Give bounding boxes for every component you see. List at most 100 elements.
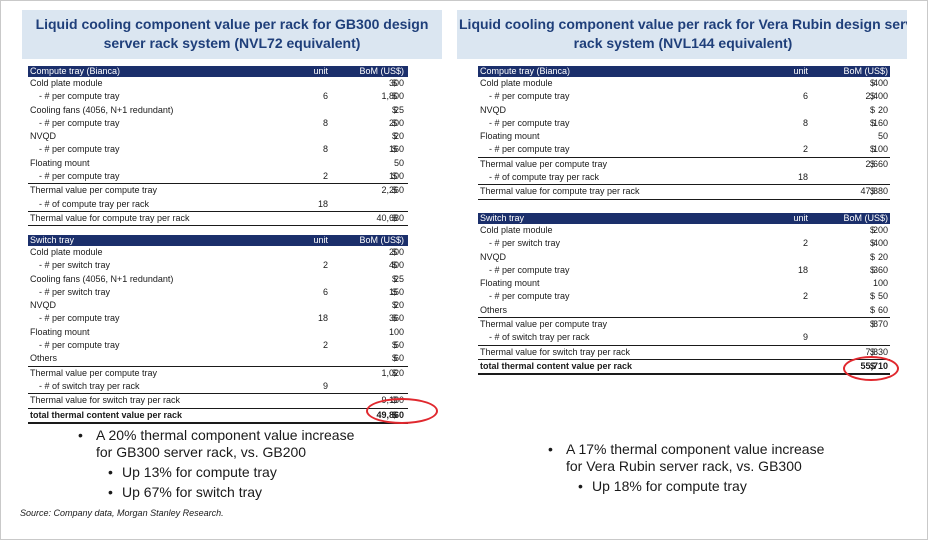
right-compute-table: Compute tray (Bianca) unit BoM (US$) Cold p… (478, 66, 890, 200)
row-unit: 9 (802, 332, 808, 343)
row-unit: 2 (802, 144, 808, 155)
table-row: Thermal value per compute tray $870 (478, 317, 890, 331)
row-bom: 100 (872, 144, 888, 155)
header-unit: unit (313, 66, 328, 76)
row-unit: 8 (802, 117, 808, 128)
table-row: Cooling fans (4056, N+1 redundant) $25 (28, 273, 408, 286)
row-label: - # per compute tray (39, 171, 120, 182)
row-bom: 360 (872, 264, 888, 275)
row-bom: 200 (388, 247, 404, 257)
row-bom: 2,260 (381, 185, 404, 196)
row-dollar: $ (870, 144, 876, 155)
bullet-dot: • (548, 441, 553, 457)
row-unit: 8 (322, 117, 328, 128)
row-label: - # of switch tray per rack (39, 380, 140, 391)
row-label: Thermal value per compute tray (30, 185, 158, 196)
row-bom: 100 (872, 278, 888, 289)
row-dollar: $ (870, 91, 876, 102)
table-row: Thermal value for switch tray per rack $7… (478, 344, 890, 359)
left-highlight-circle (366, 398, 438, 424)
bullet-text: Up 13% for compute tray (122, 464, 277, 480)
table-row: - # per compute tray 2 $50 (478, 290, 890, 303)
left-switch-table: Switch tray unit BoM (US$) Cold plate modul… (28, 235, 408, 424)
row-dollar: $ (870, 346, 876, 357)
header-unit: unit (793, 213, 808, 223)
row-unit: 6 (322, 286, 328, 297)
table-row: Thermal value for compute tray per rack $… (478, 184, 890, 200)
row-label: total thermal content value per rack (480, 360, 633, 371)
row-bom: 400 (872, 238, 888, 249)
row-label: Others (30, 353, 58, 364)
row-unit: 18 (317, 198, 328, 209)
table-row: - # of compute tray per rack 18 (28, 198, 408, 211)
table-row: Cold plate module $200 (28, 246, 408, 259)
row-dollar: $ (870, 104, 876, 115)
header-label: Switch tray (30, 235, 75, 245)
bullet-text: for Vera Rubin server rack, vs. GB300 (566, 458, 802, 474)
row-unit: 2 (322, 171, 328, 182)
table-row: - # of switch tray per rack 9 (28, 380, 408, 393)
row-bom: 25 (393, 273, 404, 284)
row-bom: 300 (388, 78, 404, 88)
row-dollar: $ (870, 186, 876, 197)
row-dollar: $ (392, 247, 398, 257)
row-label: - # per switch tray (489, 238, 561, 249)
row-unit: 2 (802, 291, 808, 302)
left-compute-table: Compute tray (Bianca) unit BoM (US$) Cold p… (28, 66, 408, 227)
row-dollar: $ (392, 313, 398, 324)
bullet-text: A 17% thermal component value increase (566, 441, 825, 457)
header-label: Switch tray (480, 213, 525, 223)
table-row: Floating mount 100 (478, 277, 890, 290)
row-bom: 20 (877, 104, 888, 115)
row-label: Floating mount (30, 326, 90, 337)
right-bullets: • A 17% thermal component value increase f… (548, 441, 824, 495)
row-dollar: $ (392, 273, 398, 284)
row-label: - # per compute tray (489, 144, 570, 155)
row-unit: 18 (317, 313, 328, 324)
row-bom: 2,400 (865, 91, 888, 102)
row-label: - # per switch tray (39, 260, 111, 271)
bullet-line: • A 20% thermal component value increase (78, 427, 354, 444)
table-row: - # per compute tray 8 $200 (28, 117, 408, 130)
left-panel: Liquid cooling component value per rack … (22, 10, 442, 59)
row-dollar: $ (392, 117, 398, 128)
table-row: - # per compute tray 8 $160 (478, 117, 890, 130)
row-label: Cold plate module (480, 78, 553, 88)
row-label: - # per compute tray (39, 117, 120, 128)
header-unit: unit (313, 235, 328, 245)
bullet-dot: • (578, 478, 583, 494)
row-dollar: $ (870, 225, 876, 235)
table-row: total thermal content value per rack $55,… (478, 358, 890, 376)
row-bom: 400 (872, 78, 888, 88)
table-row: Floating mount 100 (28, 326, 408, 339)
row-label: total thermal content value per rack (30, 409, 183, 420)
row-label: - # per compute tray (489, 91, 570, 102)
table-row: NVQD $20 (28, 299, 408, 312)
bullet-line: for Vera Rubin server rack, vs. GB300 (548, 458, 824, 475)
row-dollar: $ (870, 251, 876, 262)
row-dollar: $ (870, 291, 876, 302)
row-bom: 50 (877, 131, 888, 142)
table-row: Floating mount 50 (28, 157, 408, 170)
table-row: Thermal value for switch tray per rack $9… (28, 393, 408, 407)
left-title-line2: server rack system (NVL72 equivalent) (103, 35, 361, 51)
right-title-line2: rack system (NVL144 equivalent) (573, 35, 793, 51)
row-bom: 2,660 (865, 158, 888, 169)
row-label: NVQD (30, 300, 57, 311)
row-bom: 50 (393, 340, 404, 351)
row-label: Thermal value per compute tray (480, 319, 608, 330)
row-label: - # of compute tray per rack (39, 198, 150, 209)
bullet-text: Up 18% for compute tray (592, 478, 747, 494)
compute-table-header: Compute tray (Bianca) unit BoM (US$) (478, 66, 890, 77)
row-dollar: $ (392, 131, 398, 142)
table-row: Thermal value per compute tray $1,020 (28, 365, 408, 380)
table-row: Others $60 (478, 304, 890, 317)
table-row: - # per switch tray 2 $400 (28, 259, 408, 272)
table-row: NVQD $20 (478, 104, 890, 117)
table-row: - # per compute tray 2 $100 (478, 143, 890, 156)
row-label: Floating mount (480, 131, 540, 142)
row-unit: 2 (322, 260, 328, 271)
table-row: Thermal value per compute tray $2,660 (478, 156, 890, 171)
row-bom: 100 (388, 326, 404, 337)
row-dollar: $ (870, 238, 876, 249)
